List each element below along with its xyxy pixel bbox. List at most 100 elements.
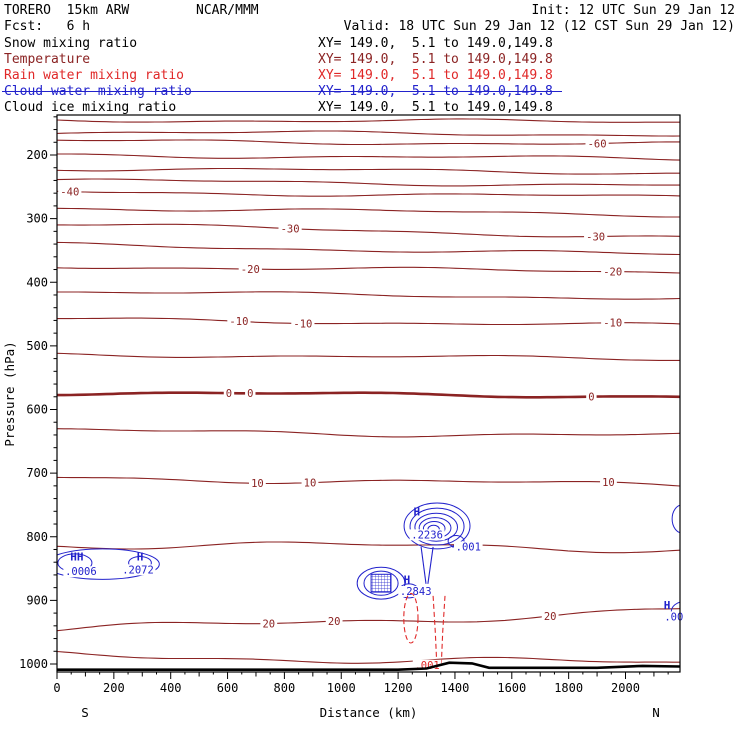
y-tick-label: 500 bbox=[26, 339, 48, 353]
temperature-contour--20 bbox=[57, 266, 680, 274]
temperature-contour-15 bbox=[57, 541, 680, 554]
cloud-water-line-sample bbox=[2, 91, 562, 92]
temperature-contour-25 bbox=[57, 650, 680, 664]
temperature-label: 0 bbox=[226, 388, 232, 400]
cloud-water-label: .00 bbox=[664, 611, 683, 623]
temperature-contour--25 bbox=[57, 241, 680, 256]
rain-water-line bbox=[432, 595, 438, 665]
y-tick-label: 1000 bbox=[19, 657, 48, 671]
cloud-water-ring bbox=[57, 548, 160, 580]
x-tick-label: 800 bbox=[274, 681, 296, 695]
y-tick-label: 900 bbox=[26, 593, 48, 607]
cloud-water-label: HH bbox=[70, 551, 83, 564]
temperature-label: 10 bbox=[602, 477, 615, 489]
temperature-label: 0 bbox=[247, 388, 253, 400]
plot-border bbox=[56, 114, 681, 673]
cloud-water-segment bbox=[420, 546, 427, 584]
cloud-water-hatch-region bbox=[370, 573, 392, 593]
x-tick-label: 1000 bbox=[327, 681, 356, 695]
temperature-label: 20 bbox=[262, 618, 275, 630]
fcst-hour: Fcst: 6 h bbox=[4, 19, 91, 34]
temperature-label: -30 bbox=[586, 231, 605, 243]
temperature-contour--55 bbox=[57, 153, 680, 161]
temperature-contour--70 bbox=[57, 118, 680, 123]
temperature-contour--15 bbox=[57, 291, 680, 300]
y-tick-label: 600 bbox=[26, 403, 48, 417]
temperature-label: -60 bbox=[588, 138, 607, 150]
model-title: TORERO 15km ARW bbox=[4, 3, 130, 18]
temperature-contour--30 bbox=[57, 223, 680, 238]
legend-label-rain: Rain water mixing ratio bbox=[4, 68, 185, 83]
cloud-water-label: .2072 bbox=[122, 564, 154, 576]
x-tick-label: 1200 bbox=[384, 681, 413, 695]
temperature-label: -20 bbox=[241, 264, 260, 276]
rain-water-contours bbox=[403, 592, 446, 665]
x-tick-label: 0 bbox=[53, 681, 60, 695]
temperature-contour--50 bbox=[57, 167, 680, 175]
temperature-contour-20 bbox=[57, 608, 680, 632]
cloud-water-label: H bbox=[414, 505, 421, 518]
x-tick-label: 2000 bbox=[611, 681, 640, 695]
cloud-water-ring bbox=[356, 566, 406, 600]
x-tick-label: 1600 bbox=[497, 681, 526, 695]
temperature-contour--45 bbox=[57, 178, 680, 187]
cloud-water-ring bbox=[363, 570, 399, 596]
surface-line bbox=[57, 661, 680, 671]
rain-water-ring bbox=[403, 592, 419, 644]
temperature-contours bbox=[57, 118, 680, 664]
cloud-water-label: H bbox=[664, 599, 671, 612]
temperature-label: 10 bbox=[251, 478, 264, 490]
y-tick-label: 800 bbox=[26, 530, 48, 544]
legend-range-rain: XY= 149.0, 5.1 to 149.0,149.8 bbox=[318, 68, 553, 83]
legend-label-cloud-ice: Cloud ice mixing ratio bbox=[4, 100, 177, 115]
endpoint-north-label: N bbox=[652, 705, 660, 720]
cloud-water-label: .0006 bbox=[65, 566, 97, 578]
axes: 0 200 400 600 800 1000 1200 1400 1600 1800 2000200… bbox=[2, 114, 681, 720]
cloud-water-ring bbox=[409, 507, 465, 546]
legend-range-snow: XY= 149.0, 5.1 to 149.0,149.8 bbox=[318, 36, 553, 51]
temperature-contour-0 bbox=[57, 391, 680, 399]
temperature-contour--10 bbox=[57, 317, 680, 326]
legend-range-cloud-ice: XY= 149.0, 5.1 to 149.0,149.8 bbox=[318, 100, 553, 115]
rain-water-line bbox=[440, 595, 446, 665]
y-tick-label: 300 bbox=[26, 212, 48, 226]
valid-time: Valid: 18 UTC Sun 29 Jan 12 (12 CST Sun … bbox=[343, 19, 735, 34]
temperature-label: -40 bbox=[60, 186, 79, 198]
y-tick-label: 200 bbox=[26, 148, 48, 162]
temperature-label: 20 bbox=[328, 616, 341, 628]
temperature-label: -10 bbox=[229, 316, 248, 328]
temperature-contour-labels: -60 -40 -30 -30 -20 -20 -10 -10 -10 0 0 0 10 10 10 20 20… bbox=[58, 137, 625, 630]
temperature-label: -30 bbox=[281, 223, 300, 235]
temperature-contour-5 bbox=[57, 428, 680, 438]
cloud-water-ring bbox=[403, 502, 471, 550]
temperature-label: 10 bbox=[304, 477, 317, 489]
x-tick-label: 400 bbox=[160, 681, 182, 695]
init-time: Init: 12 UTC Sun 29 Jan 12 bbox=[531, 3, 736, 18]
cloud-water-label: .2843 bbox=[400, 586, 432, 598]
cloud-water-label: H bbox=[137, 551, 144, 564]
y-tick-label: 700 bbox=[26, 466, 48, 480]
legend-label-temperature: Temperature bbox=[4, 52, 91, 67]
x-tick-label: 200 bbox=[103, 681, 125, 695]
temperature-contour--35 bbox=[57, 207, 680, 218]
x-tick-label: 1400 bbox=[440, 681, 469, 695]
cloud-water-label: H bbox=[404, 574, 411, 587]
temperature-contour--65 bbox=[57, 130, 680, 137]
x-tick-label: 1800 bbox=[554, 681, 583, 695]
y-axis-title: Pressure (hPa) bbox=[2, 341, 17, 446]
temperature-label: 0 bbox=[588, 391, 594, 403]
temperature-contour--5 bbox=[57, 352, 680, 361]
legend-label-snow: Snow mixing ratio bbox=[4, 36, 138, 51]
temperature-contour-10 bbox=[57, 476, 680, 487]
legend-range-temperature: XY= 149.0, 5.1 to 149.0,149.8 bbox=[318, 52, 553, 67]
cloud-water-label: .2236 bbox=[411, 529, 443, 541]
cloud-water-segment bbox=[427, 546, 434, 584]
temperature-label: -10 bbox=[603, 318, 622, 330]
y-tick-label: 400 bbox=[26, 275, 48, 289]
x-tick-label: 600 bbox=[217, 681, 239, 695]
temperature-label: -10 bbox=[293, 318, 312, 330]
endpoint-south-label: S bbox=[81, 705, 89, 720]
